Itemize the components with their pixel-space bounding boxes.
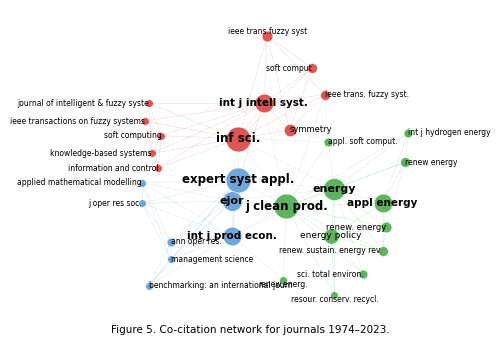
- Point: [154, 165, 162, 171]
- Point: [401, 160, 409, 165]
- Point: [324, 139, 332, 144]
- Text: energy policy: energy policy: [300, 231, 362, 240]
- Point: [158, 133, 166, 139]
- Text: j oper res soc.: j oper res soc.: [88, 199, 142, 208]
- Text: int j hydrogen energy: int j hydrogen energy: [408, 128, 491, 137]
- Point: [228, 198, 236, 203]
- Text: energy: energy: [312, 184, 356, 194]
- Text: ieee trans.fuzzy syst: ieee trans.fuzzy syst: [228, 27, 307, 35]
- Text: appl. soft comput.: appl. soft comput.: [328, 137, 398, 146]
- Point: [382, 224, 390, 230]
- Text: information and control: information and control: [68, 164, 158, 173]
- Point: [138, 201, 146, 206]
- Text: renew.energ.: renew.energ.: [258, 280, 308, 289]
- Point: [286, 127, 294, 132]
- Point: [360, 271, 368, 277]
- Text: ann oper res.: ann oper res.: [171, 237, 222, 246]
- Text: int j prod econ.: int j prod econ.: [187, 231, 277, 241]
- Point: [234, 136, 242, 141]
- Text: expert syst appl.: expert syst appl.: [182, 173, 294, 187]
- Point: [228, 233, 236, 239]
- Point: [282, 204, 290, 209]
- Text: appl energy: appl energy: [348, 198, 418, 209]
- Point: [279, 277, 287, 283]
- Point: [330, 292, 338, 297]
- Point: [308, 65, 316, 71]
- Text: knowledge-based systems: knowledge-based systems: [50, 149, 152, 158]
- Point: [144, 101, 152, 106]
- Text: benchmarking: an international journ: benchmarking: an international journ: [148, 282, 292, 290]
- Text: soft comput: soft comput: [266, 64, 312, 73]
- Text: sci. total environ.: sci. total environ.: [296, 270, 364, 279]
- Point: [260, 101, 268, 106]
- Point: [167, 239, 175, 244]
- Text: applied mathematical modelling: applied mathematical modelling: [18, 178, 142, 187]
- Point: [142, 118, 150, 124]
- Point: [321, 92, 329, 97]
- Text: ejor: ejor: [220, 195, 244, 206]
- Text: j clean prod.: j clean prod.: [245, 200, 328, 213]
- Text: soft computing: soft computing: [104, 131, 162, 140]
- Text: renew. sustain. energy rev.: renew. sustain. energy rev.: [280, 246, 382, 255]
- Text: renew. energy: renew. energy: [326, 222, 386, 232]
- Text: ieee trans. fuzzy syst.: ieee trans. fuzzy syst.: [325, 90, 409, 99]
- Point: [404, 130, 412, 136]
- Text: management science: management science: [171, 255, 253, 264]
- Text: int j intell syst.: int j intell syst.: [220, 98, 308, 108]
- Point: [378, 201, 386, 206]
- Point: [144, 283, 152, 289]
- Text: resour. conserv. recycl.: resour. conserv. recycl.: [290, 295, 378, 304]
- Text: ieee transactions on fuzzy systems: ieee transactions on fuzzy systems: [10, 117, 145, 125]
- Text: renew energy: renew energy: [405, 158, 458, 167]
- Point: [330, 186, 338, 191]
- Point: [327, 233, 335, 239]
- Text: inf sci.: inf sci.: [216, 132, 260, 145]
- Text: Figure 5. Co-citation network for journals 1974–2023.: Figure 5. Co-citation network for journa…: [110, 324, 390, 335]
- Text: journal of intelligent & fuzzy syste: journal of intelligent & fuzzy syste: [17, 99, 148, 108]
- Point: [234, 177, 242, 183]
- Point: [148, 151, 156, 156]
- Point: [167, 257, 175, 262]
- Point: [263, 33, 271, 38]
- Point: [138, 180, 146, 186]
- Point: [378, 248, 386, 253]
- Text: symmetry: symmetry: [290, 125, 332, 134]
